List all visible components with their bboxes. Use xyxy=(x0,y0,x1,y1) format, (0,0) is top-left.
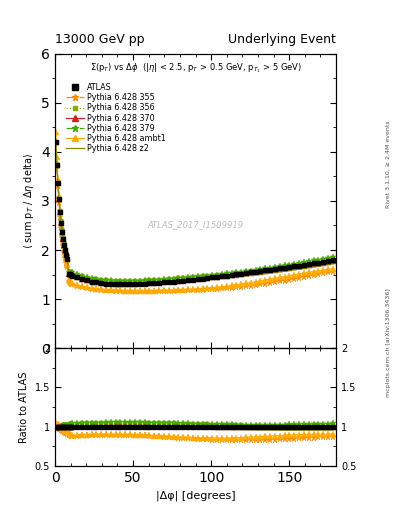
Text: Rivet 3.1.10, ≥ 2.4M events: Rivet 3.1.10, ≥ 2.4M events xyxy=(386,120,391,208)
Text: 13000 GeV pp: 13000 GeV pp xyxy=(55,33,145,46)
Text: mcplots.cern.ch [arXiv:1306.3436]: mcplots.cern.ch [arXiv:1306.3436] xyxy=(386,289,391,397)
Legend: ATLAS, Pythia 6.428 355, Pythia 6.428 356, Pythia 6.428 370, Pythia 6.428 379, P: ATLAS, Pythia 6.428 355, Pythia 6.428 35… xyxy=(65,81,167,155)
X-axis label: |Δφ| [degrees]: |Δφ| [degrees] xyxy=(156,490,235,501)
Text: $\Sigma$(p$_T$) vs $\Delta\phi$  ($|\eta|$ < 2.5, p$_T$ > 0.5 GeV, p$_{T_1}$ > 5: $\Sigma$(p$_T$) vs $\Delta\phi$ ($|\eta|… xyxy=(90,61,301,75)
Text: ATLAS_2017_I1509919: ATLAS_2017_I1509919 xyxy=(147,220,244,229)
Text: Underlying Event: Underlying Event xyxy=(228,33,336,46)
Y-axis label: $\langle$ sum p$_T$ / $\Delta\eta$ delta$\rangle$: $\langle$ sum p$_T$ / $\Delta\eta$ delta… xyxy=(22,153,36,249)
Y-axis label: Ratio to ATLAS: Ratio to ATLAS xyxy=(19,371,29,443)
